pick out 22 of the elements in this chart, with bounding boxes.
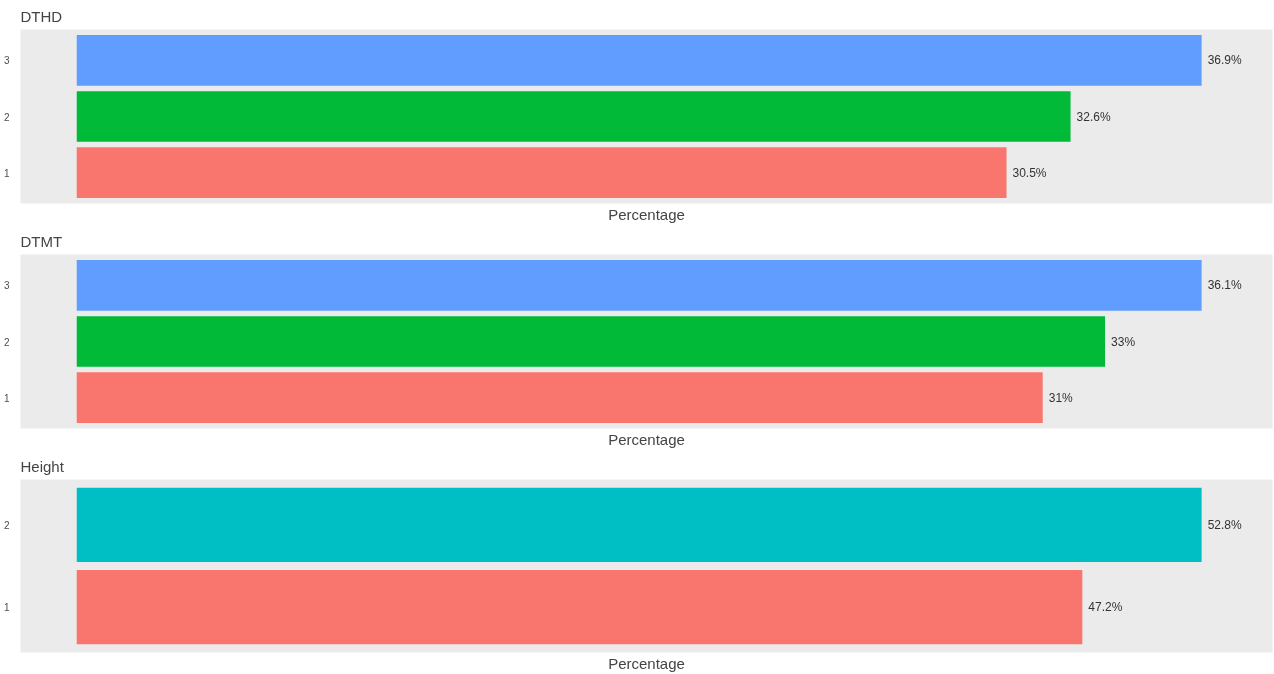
data-label: 36.1%: [1207, 278, 1242, 293]
y-tick-label: 2: [3, 111, 10, 123]
data-label: 36.9%: [1207, 53, 1242, 68]
y-tick-label: 2: [3, 336, 10, 348]
x-axis-title: Percentage: [608, 654, 685, 672]
data-label: 31%: [1048, 390, 1074, 405]
y-tick-label: 3: [3, 55, 10, 67]
data-label: 30.5%: [1012, 165, 1047, 180]
data-label: 52.8%: [1207, 517, 1242, 532]
y-tick-label: 3: [3, 280, 10, 292]
y-tick-label: 1: [3, 392, 10, 404]
data-label: 47.2%: [1088, 600, 1123, 615]
data-label: 33%: [1111, 334, 1136, 349]
y-tick-label: 1: [3, 167, 10, 179]
chart-title: DTMT: [20, 232, 63, 250]
chart-title: DTHD: [20, 7, 63, 25]
y-tick-label: 1: [3, 602, 10, 614]
data-label: 32.6%: [1076, 109, 1111, 124]
x-axis-title: Percentage: [608, 205, 685, 223]
x-axis-title: Percentage: [608, 430, 685, 448]
y-tick-label: 2: [3, 519, 10, 531]
chart-title: Height: [20, 457, 65, 475]
